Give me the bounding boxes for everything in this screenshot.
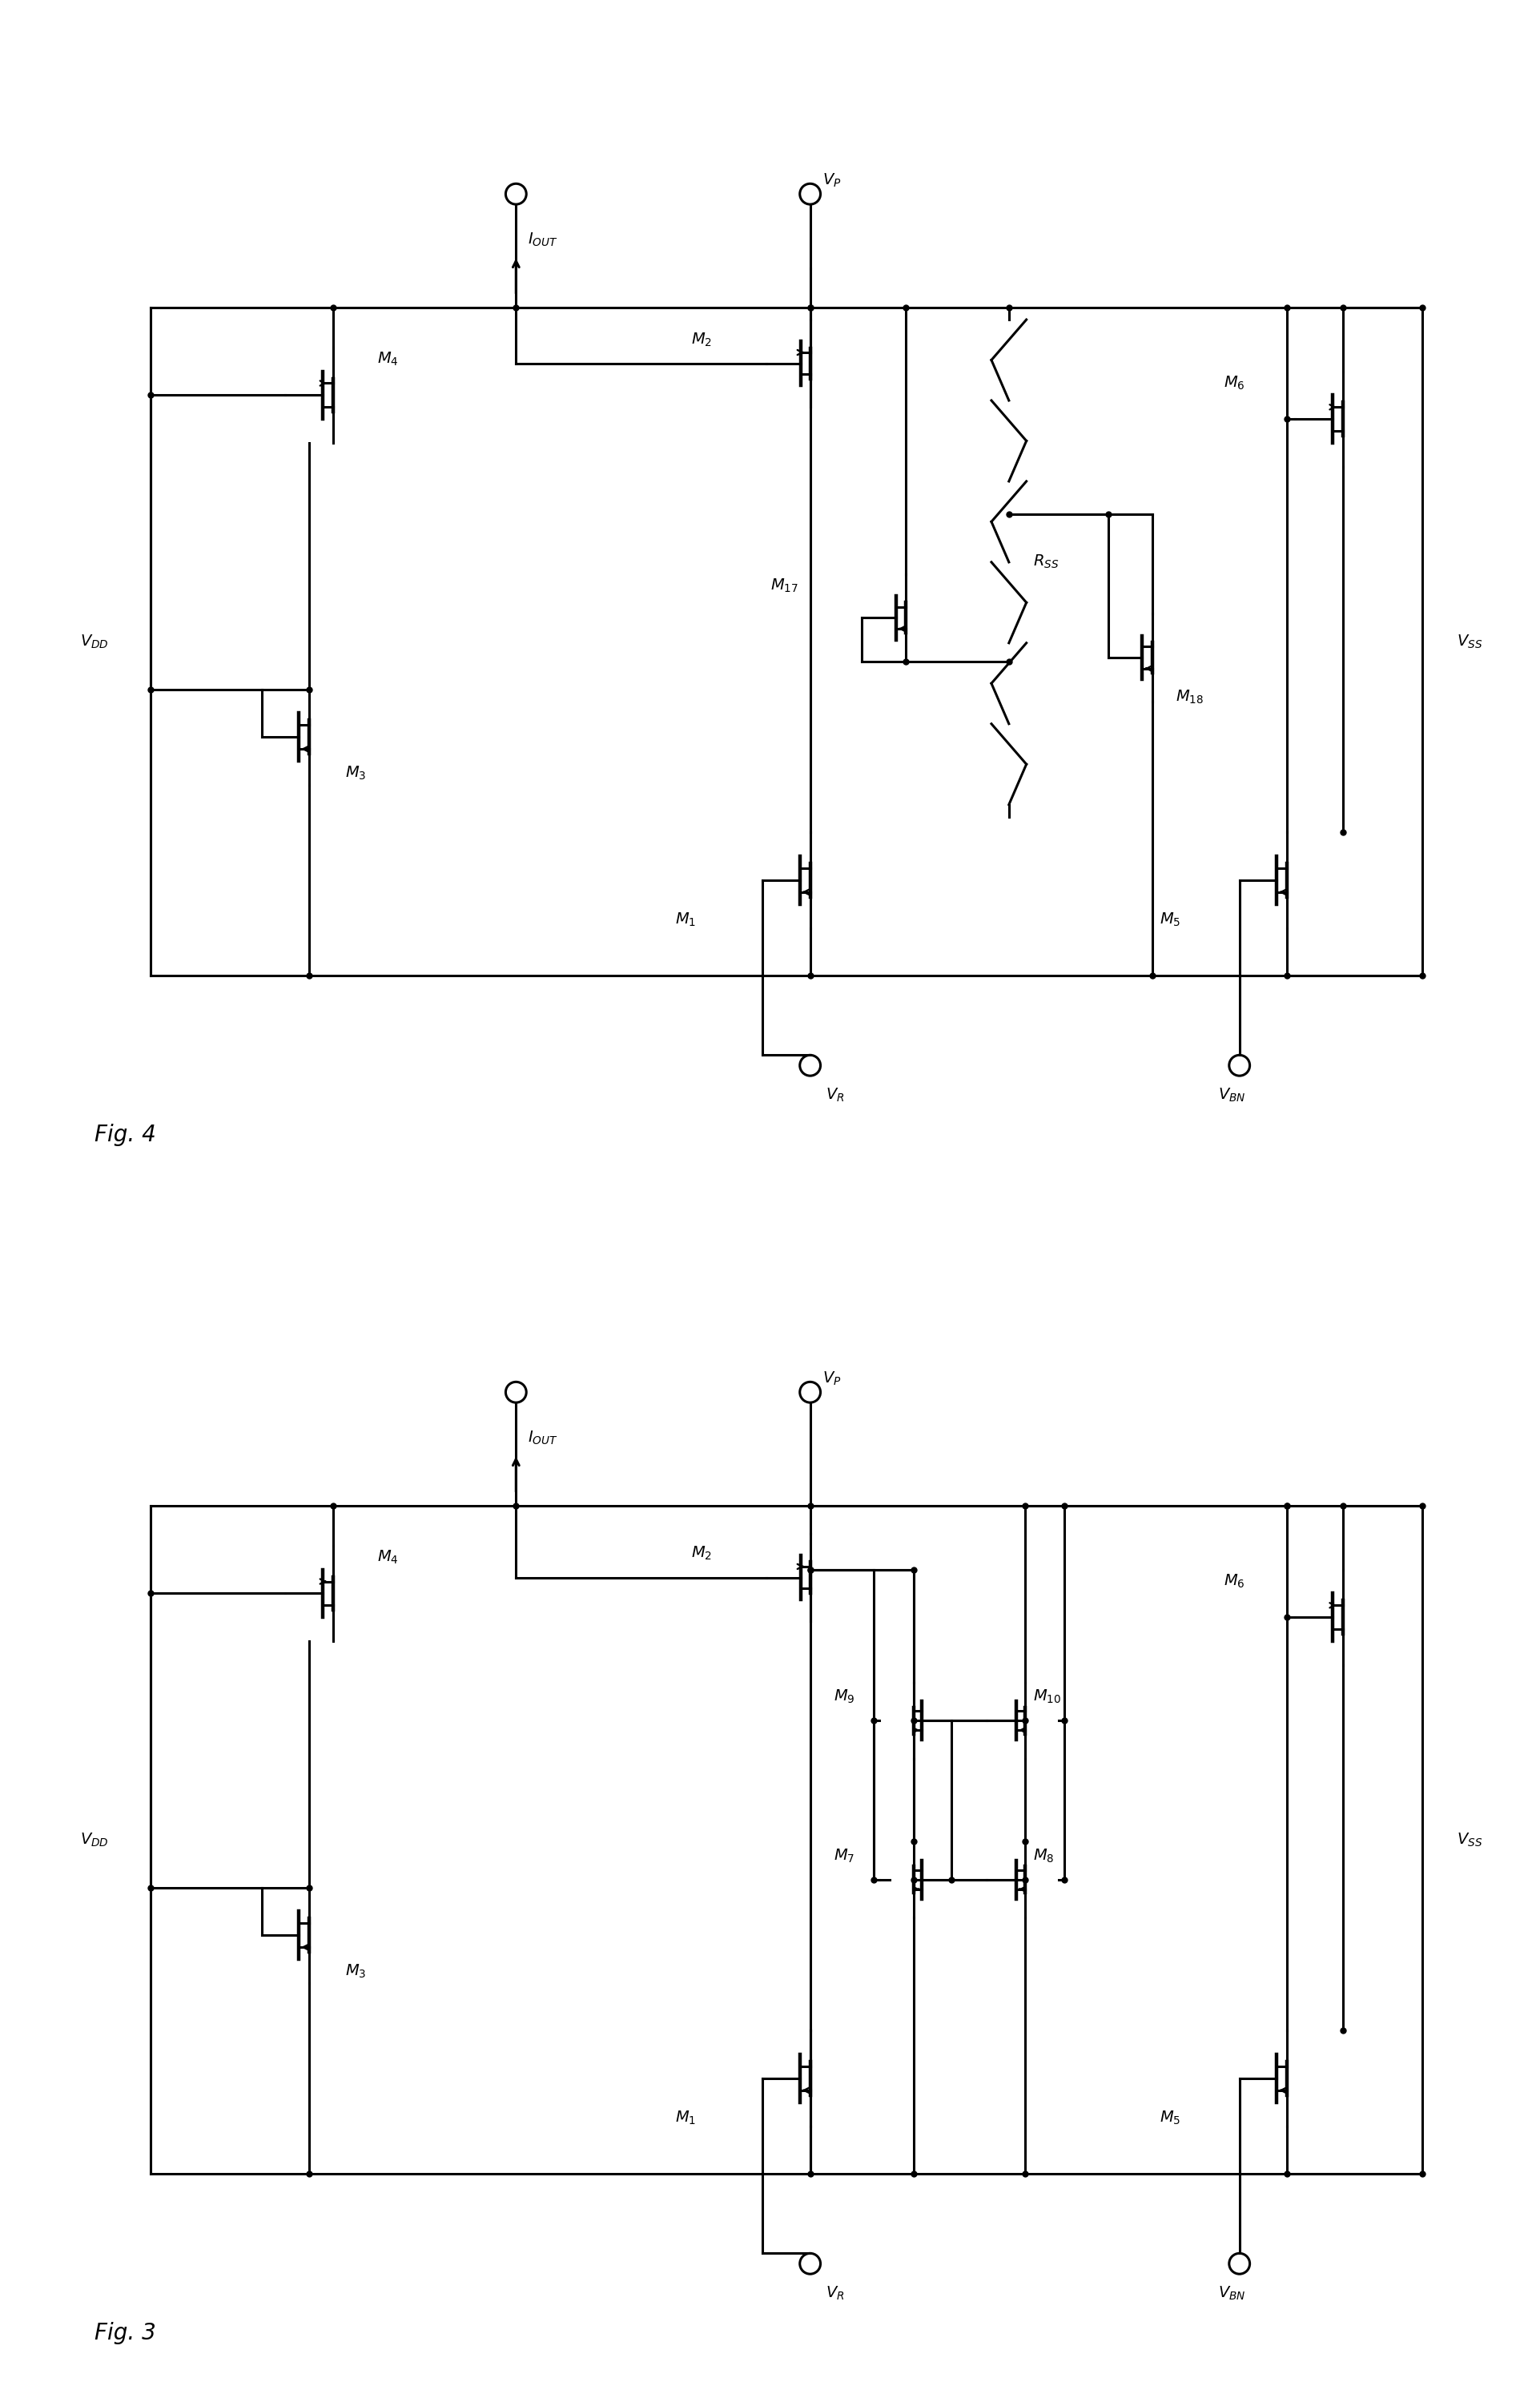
Text: $V_{BN}$: $V_{BN}$	[1217, 1086, 1244, 1103]
Text: $M_5$: $M_5$	[1160, 2109, 1181, 2126]
Text: $M_{17}$: $M_{17}$	[770, 576, 798, 596]
Text: $M_6$: $M_6$	[1223, 375, 1244, 392]
Text: $V_R$: $V_R$	[825, 2284, 844, 2301]
Text: $M_5$: $M_5$	[1160, 910, 1181, 930]
Text: $M_2$: $M_2$	[690, 1544, 711, 1561]
Text: $M_3$: $M_3$	[345, 1962, 367, 1979]
Text: $M_1$: $M_1$	[675, 2109, 696, 2126]
Text: $V_{DD}$: $V_{DD}$	[80, 634, 109, 651]
Text: $M_3$: $M_3$	[345, 764, 367, 781]
Text: $V_{DD}$: $V_{DD}$	[80, 1830, 109, 1850]
Text: $I_{OUT}$: $I_{OUT}$	[528, 231, 557, 250]
Text: $V_{BN}$: $V_{BN}$	[1217, 2284, 1244, 2301]
Text: $V_{SS}$: $V_{SS}$	[1457, 634, 1481, 651]
Text: $I_{OUT}$: $I_{OUT}$	[528, 1429, 557, 1446]
Text: $M_9$: $M_9$	[833, 1689, 855, 1705]
Text: Fig. 3: Fig. 3	[94, 2323, 156, 2344]
Text: $V_P$: $V_P$	[822, 173, 841, 190]
Text: $M_1$: $M_1$	[675, 910, 696, 930]
Text: $V_{SS}$: $V_{SS}$	[1457, 1830, 1481, 1850]
Text: $M_7$: $M_7$	[833, 1847, 855, 1864]
Text: $M_2$: $M_2$	[690, 331, 711, 348]
Text: $M_6$: $M_6$	[1223, 1573, 1244, 1590]
Text: Fig. 4: Fig. 4	[94, 1124, 156, 1146]
Text: $R_{SS}$: $R_{SS}$	[1032, 552, 1058, 572]
Text: $V_P$: $V_P$	[822, 1369, 841, 1388]
Text: $M_8$: $M_8$	[1032, 1847, 1053, 1864]
Text: $M_4$: $M_4$	[377, 351, 397, 368]
Text: $V_R$: $V_R$	[825, 1086, 844, 1103]
Text: $M_{10}$: $M_{10}$	[1032, 1689, 1061, 1705]
Text: $M_4$: $M_4$	[377, 1549, 397, 1566]
Text: $M_{18}$: $M_{18}$	[1175, 689, 1203, 706]
